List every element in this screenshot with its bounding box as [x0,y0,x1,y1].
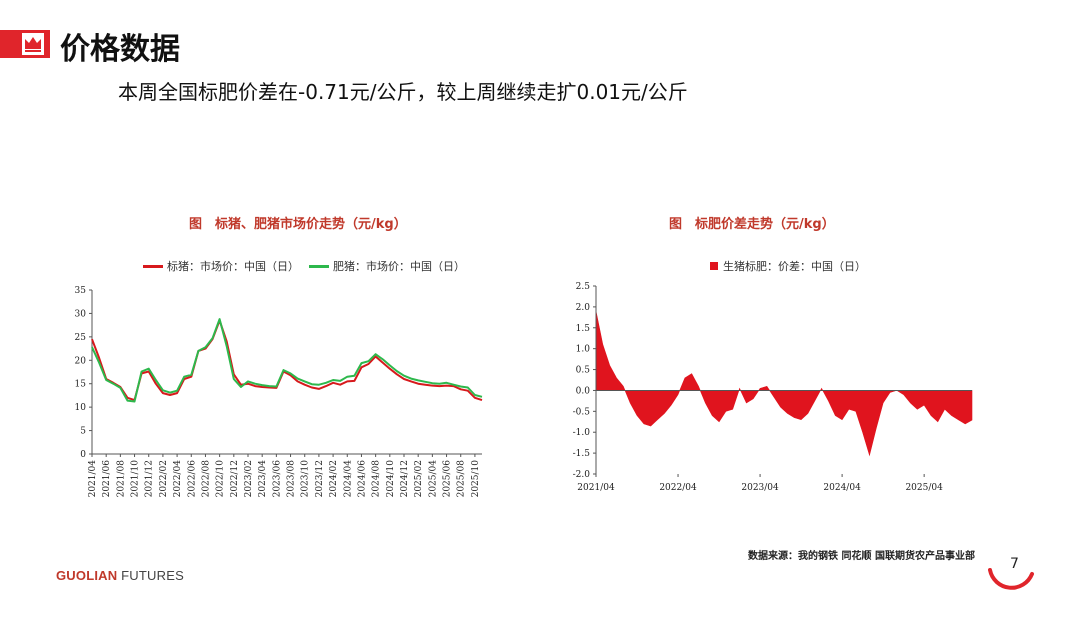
y-tick-label: 5 [80,427,86,437]
chart1-legend: 标猪：市场价：中国（日） 肥猪：市场价：中国（日） [143,258,465,274]
legend-label-fat-hog: 肥猪：市场价：中国（日） [333,260,465,273]
x-tick-label: 2024/10 [386,460,396,498]
spread-area-chart: -2.0 -1.5 -1.0 -0.5 0.0 0.5 1.0 1.5 2.0 2.5 2021/0… [573,282,973,493]
crown-icon [22,33,44,55]
x-tick-label: 2021/06 [102,460,112,498]
x-tick-label: 2025/06 [443,460,453,498]
x-tick-label: 2023/04 [258,460,268,498]
legend-swatch-fat-hog [309,264,329,268]
x-tick-label: 2022/04 [659,483,697,493]
y-tick-label: 30 [75,309,87,319]
y-tick-label: -1.0 [573,428,591,438]
price-line-chart: 0 5 10 15 20 25 30 35 2021/04 2021/06 2021/08 2021/… [75,286,483,498]
x-tick-label: 2025/02 [414,460,424,497]
y-tick-label: 15 [75,380,87,390]
y-tick-label: 35 [75,286,87,296]
y-tick-label: -2.0 [573,470,591,480]
chart2-legend: 生猪标肥：价差：中国（日） [710,258,866,274]
y-tick-label: 2.0 [576,303,591,313]
x-tick-label: 2021/10 [131,460,141,498]
x-tick-label: 2021/12 [145,460,155,497]
x-tick-label: 2023/04 [741,483,779,493]
x-tick-label: 2021/04 [577,483,615,493]
legend-label-standard-hog: 标猪：市场价：中国（日） [167,260,299,273]
x-tick-label: 2023/10 [301,460,311,498]
x-tick-label: 2024/08 [372,460,382,498]
series-line-1 [91,318,483,403]
series-line-0 [91,319,483,402]
x-tick-label: 2023/02 [244,460,254,497]
x-tick-label: 2024/02 [329,460,339,497]
page-number-arc [988,568,1034,590]
x-tick-label: 2022/08 [201,460,211,498]
spread-area [595,311,973,457]
x-tick-label: 2022/12 [230,460,240,497]
x-tick-label: 2023/08 [287,460,297,498]
x-tick-label: 2022/02 [159,460,169,497]
x-tick-label: 2025/08 [457,460,467,498]
footer-brand: GUOLIAN FUTURES [56,568,184,583]
x-tick-label: 2023/06 [272,460,282,498]
brand-rest: FUTURES [117,568,184,583]
y-tick-label: -0.5 [573,407,591,417]
chart1-title: 图 标猪、肥猪市场价走势（元/kg） [189,217,407,232]
brand-bold: GUOLIAN [56,568,118,583]
x-tick-label: 2024/04 [343,460,353,498]
data-source: 数据来源：我的钢铁 同花顺 国联期货农产品事业部 [748,551,975,562]
y-tick-label: -1.5 [573,449,591,459]
x-tick-label: 2024/06 [357,460,367,498]
page-number: 7 [1010,556,1019,572]
x-tick-label: 2025/10 [471,460,481,498]
x-tick-label: 2022/10 [216,460,226,498]
x-tick-label: 2021/08 [116,460,126,498]
x-tick-label: 2022/06 [187,460,197,498]
y-tick-label: 0 [80,450,86,460]
summary-text: 本周全国标肥价差在-0.71元/公斤，较上周继续走扩0.01元/公斤 [118,80,688,104]
y-tick-label: 25 [75,333,87,343]
legend-label-spread: 生猪标肥：价差：中国（日） [723,260,866,273]
x-tick-label: 2021/04 [88,460,98,498]
x-tick-label: 2022/04 [173,460,183,498]
y-tick-label: 0.0 [576,386,591,396]
y-tick-label: 10 [75,403,87,413]
x-tick-label: 2023/12 [315,460,325,497]
y-tick-label: 1.0 [576,345,591,355]
legend-swatch-standard-hog [143,264,163,268]
y-tick-label: 0.5 [576,366,591,376]
x-tick-label: 2025/04 [905,483,943,493]
x-tick-label: 2025/04 [428,460,438,498]
page-title: 价格数据 [60,32,180,67]
y-tick-label: 1.5 [576,324,591,334]
x-tick-label: 2024/04 [823,483,861,493]
x-tick-label: 2024/12 [400,460,410,497]
y-tick-label: 2.5 [576,282,591,292]
legend-swatch-spread [710,262,718,270]
chart2-title: 图 标肥价差走势（元/kg） [669,217,835,232]
y-tick-label: 20 [75,356,87,366]
